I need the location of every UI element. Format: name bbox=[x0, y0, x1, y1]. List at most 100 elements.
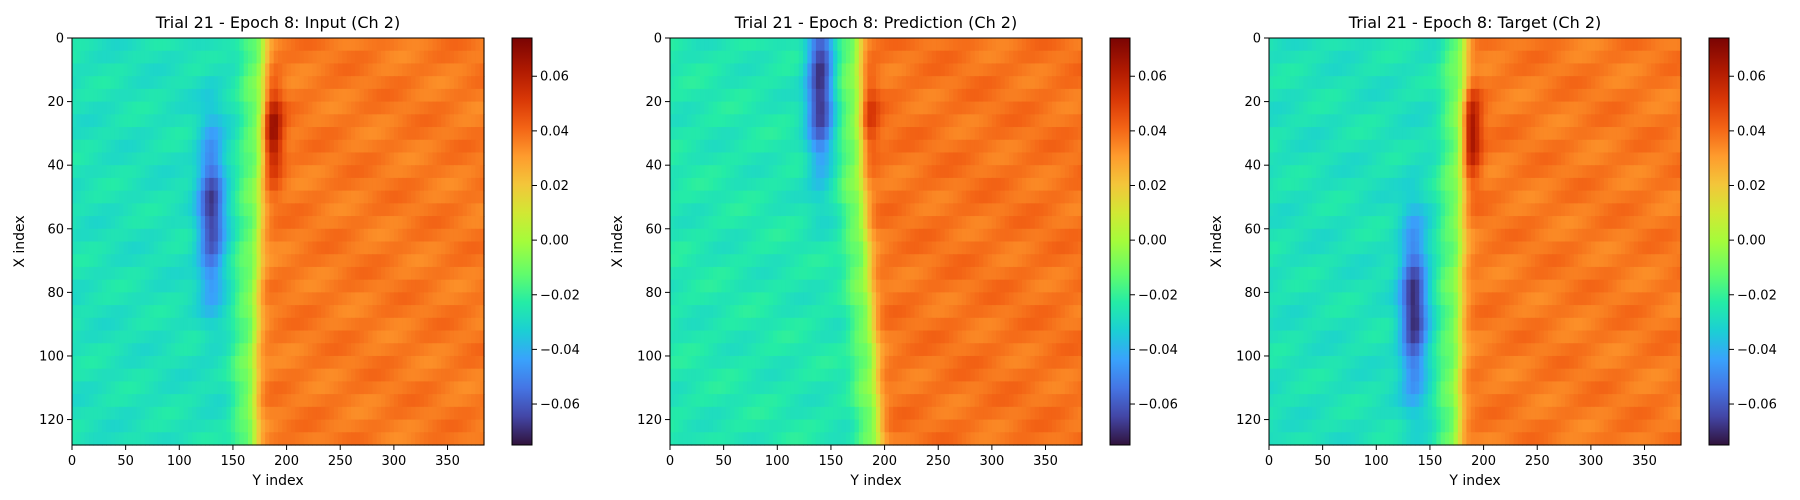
heatmap-cell bbox=[957, 216, 963, 230]
colorbar: −0.06−0.04−0.020.000.020.040.06 bbox=[511, 37, 580, 446]
heatmap-cell bbox=[162, 63, 168, 77]
heatmap-cell bbox=[914, 127, 920, 141]
heatmap-cell bbox=[127, 406, 133, 421]
heatmap-cell bbox=[166, 330, 172, 344]
heatmap-cell bbox=[931, 63, 937, 77]
heatmap-cell bbox=[179, 50, 185, 65]
heatmap-cell bbox=[329, 381, 335, 395]
heatmap-cell bbox=[803, 241, 808, 255]
heatmap-cell bbox=[123, 152, 129, 166]
heatmap-cell bbox=[948, 63, 954, 77]
heatmap-cell bbox=[389, 38, 395, 52]
heatmap-cell bbox=[453, 101, 459, 115]
heatmap-cell bbox=[742, 101, 748, 115]
heatmap-cell bbox=[230, 432, 236, 446]
heatmap-cell bbox=[166, 241, 172, 255]
heatmap-cell bbox=[781, 76, 787, 90]
heatmap-cell bbox=[1077, 152, 1083, 166]
heatmap-cell bbox=[760, 279, 766, 293]
heatmap-cell bbox=[217, 190, 223, 204]
heatmap-cell bbox=[858, 203, 864, 217]
heatmap-cell bbox=[187, 101, 193, 115]
heatmap-cell bbox=[93, 406, 99, 421]
heatmap-cell bbox=[678, 63, 684, 77]
heatmap-cell bbox=[385, 203, 391, 217]
heatmap-cell bbox=[144, 76, 150, 90]
heatmap-cell bbox=[226, 88, 232, 103]
heatmap-cell bbox=[359, 279, 365, 293]
heatmap-cell bbox=[415, 266, 421, 281]
heatmap-cell bbox=[406, 432, 412, 446]
heatmap-cell bbox=[333, 177, 339, 192]
heatmap-cell bbox=[312, 228, 318, 243]
heatmap-cell bbox=[790, 279, 796, 293]
heatmap-cell bbox=[157, 114, 163, 128]
heatmap-cell bbox=[458, 317, 464, 332]
heatmap-cell bbox=[312, 330, 318, 344]
heatmap-cell bbox=[445, 394, 451, 408]
heatmap-cell bbox=[187, 50, 193, 65]
heatmap-cell bbox=[149, 254, 155, 268]
heatmap-cell bbox=[721, 190, 727, 204]
heatmap-cell bbox=[179, 368, 185, 383]
heatmap-cell bbox=[751, 101, 757, 115]
heatmap-cell bbox=[1069, 254, 1075, 268]
heatmap-cell bbox=[123, 177, 129, 192]
heatmap-cell bbox=[708, 177, 714, 192]
heatmap-cell bbox=[897, 216, 903, 230]
heatmap-cell bbox=[721, 101, 727, 115]
heatmap-cell bbox=[1060, 266, 1066, 281]
heatmap-cell bbox=[376, 394, 382, 408]
heatmap-cell bbox=[717, 190, 723, 204]
heatmap-cell bbox=[110, 177, 116, 192]
heatmap-cell bbox=[282, 127, 288, 141]
heatmap-cell bbox=[423, 152, 429, 166]
heatmap-cell bbox=[704, 203, 710, 217]
heatmap-cell bbox=[269, 419, 275, 433]
heatmap-cell bbox=[777, 101, 783, 115]
heatmap-cell bbox=[376, 152, 382, 166]
heatmap-cell bbox=[674, 190, 680, 204]
heatmap-cell bbox=[282, 101, 288, 115]
heatmap-cell bbox=[110, 381, 116, 395]
heatmap-cell bbox=[700, 50, 705, 65]
heatmap-cell bbox=[350, 165, 356, 179]
heatmap-cell bbox=[93, 394, 99, 408]
heatmap-cell bbox=[333, 50, 339, 65]
heatmap-cell bbox=[97, 317, 103, 332]
heatmap-cell bbox=[755, 76, 761, 90]
heatmap-cell bbox=[475, 152, 481, 166]
heatmap-cell bbox=[406, 152, 412, 166]
heatmap-cell bbox=[1073, 114, 1079, 128]
heatmap-cell bbox=[682, 279, 688, 293]
heatmap-cell bbox=[196, 216, 202, 230]
heatmap-cell bbox=[730, 216, 735, 230]
heatmap-cell bbox=[260, 190, 266, 204]
heatmap-cell bbox=[398, 305, 404, 319]
heatmap-cell bbox=[162, 305, 168, 319]
heatmap-cell bbox=[166, 203, 172, 217]
heatmap-cell bbox=[717, 279, 723, 293]
heatmap-cell bbox=[393, 228, 399, 243]
heatmap-cell bbox=[260, 101, 266, 115]
heatmap-cell bbox=[303, 406, 309, 421]
heatmap-cell bbox=[119, 152, 125, 166]
heatmap-cell bbox=[222, 266, 228, 281]
heatmap-cell bbox=[338, 279, 343, 293]
heatmap-cell bbox=[295, 114, 301, 128]
heatmap-cell bbox=[837, 152, 843, 166]
heatmap-cell bbox=[144, 279, 150, 293]
heatmap-cell bbox=[213, 305, 219, 319]
heatmap-cell bbox=[175, 203, 180, 217]
heatmap-cell bbox=[205, 394, 210, 408]
heatmap-cell bbox=[471, 203, 477, 217]
heatmap-cell bbox=[76, 63, 82, 77]
heatmap-cell bbox=[157, 241, 163, 255]
heatmap-cell bbox=[876, 254, 881, 268]
heatmap-cell bbox=[970, 203, 976, 217]
heatmap-cell bbox=[149, 127, 155, 141]
heatmap-cell bbox=[466, 292, 472, 306]
heatmap-cell bbox=[979, 190, 984, 204]
heatmap-cell bbox=[175, 368, 180, 383]
heatmap-cell bbox=[252, 88, 258, 103]
